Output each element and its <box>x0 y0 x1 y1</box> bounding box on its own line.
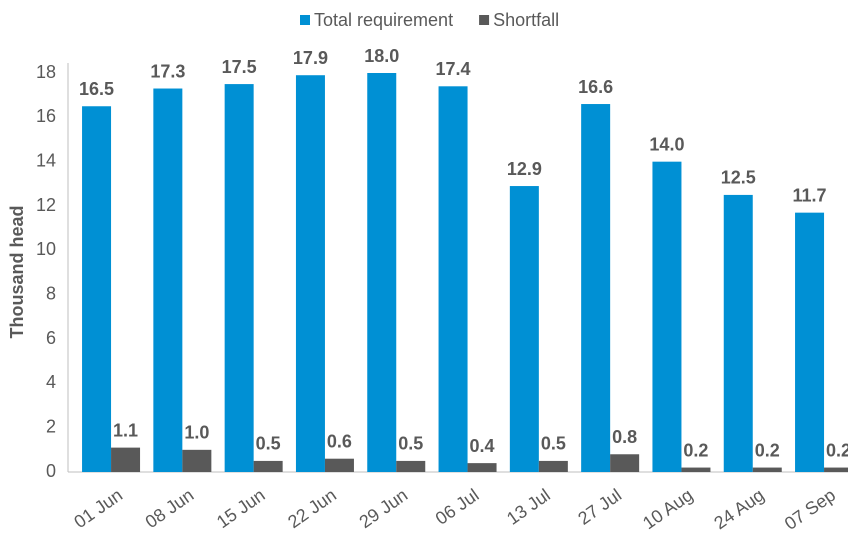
bar <box>253 460 283 472</box>
legend-swatch <box>479 15 490 25</box>
data-label: 1.0 <box>184 423 209 443</box>
data-label: 12.9 <box>507 159 542 179</box>
bar <box>610 454 640 472</box>
bar <box>509 186 539 473</box>
x-tick-label: 10 Aug <box>639 485 696 534</box>
bar <box>438 86 468 473</box>
x-tick-label: 08 Jun <box>142 485 198 532</box>
data-label: 0.2 <box>826 440 848 460</box>
x-tick-label: 22 Jun <box>284 485 340 532</box>
bar <box>538 460 568 472</box>
bar <box>795 212 825 472</box>
legend-label: Total requirement <box>314 10 453 30</box>
x-tick-label: 06 Jul <box>432 485 483 529</box>
y-tick-label: 12 <box>36 195 56 215</box>
data-label: 17.5 <box>222 57 257 77</box>
data-label: 17.3 <box>150 61 185 81</box>
y-tick-label: 4 <box>46 372 56 392</box>
data-label: 1.1 <box>113 420 138 440</box>
data-label: 0.8 <box>612 427 637 447</box>
data-label: 0.2 <box>683 440 708 460</box>
data-label: 17.9 <box>293 48 328 68</box>
bar <box>153 88 183 473</box>
data-label: 0.6 <box>327 431 352 451</box>
x-tick-label: 27 Jul <box>574 485 625 529</box>
y-tick-label: 18 <box>36 62 56 82</box>
data-label: 0.4 <box>470 436 495 456</box>
bar <box>82 106 112 472</box>
bar <box>324 458 354 472</box>
bar <box>681 467 711 472</box>
x-tick-label: 29 Jun <box>356 485 412 532</box>
y-tick-label: 14 <box>36 150 56 170</box>
legend-swatch <box>300 15 310 25</box>
bar <box>752 467 782 472</box>
data-label: 12.5 <box>721 168 756 188</box>
data-label: 14.0 <box>649 134 684 154</box>
y-tick-label: 8 <box>46 283 56 303</box>
data-label: 11.7 <box>793 185 827 205</box>
y-tick-label: 2 <box>46 416 56 436</box>
bar <box>111 447 141 472</box>
data-label: 18.0 <box>364 46 399 66</box>
data-label: 16.5 <box>79 79 114 99</box>
bar <box>824 467 848 472</box>
data-label: 0.2 <box>755 440 780 460</box>
bar <box>467 463 497 472</box>
y-axis-label: Thousand head <box>7 205 27 338</box>
data-label: 0.5 <box>541 434 566 454</box>
data-label: 0.5 <box>256 434 281 454</box>
bar <box>295 75 325 472</box>
x-tick-label: 24 Aug <box>710 485 767 534</box>
y-tick-label: 16 <box>36 106 56 126</box>
data-label: 0.5 <box>398 434 423 454</box>
x-tick-label: 01 Jun <box>70 485 126 532</box>
x-tick-label: 07 Sep <box>781 485 839 534</box>
legend-label: Shortfall <box>493 10 559 30</box>
bar <box>723 194 753 472</box>
data-label: 16.6 <box>578 77 613 97</box>
bar <box>396 460 426 472</box>
bar <box>224 84 254 472</box>
data-label: 17.4 <box>436 59 471 79</box>
y-tick-label: 10 <box>36 239 56 259</box>
y-tick-label: 6 <box>46 328 56 348</box>
x-tick-label: 13 Jul <box>503 485 554 529</box>
bar <box>182 449 212 472</box>
bar <box>367 73 397 472</box>
bar <box>581 104 611 473</box>
bar <box>652 161 682 472</box>
x-tick-label: 15 Jun <box>213 485 269 532</box>
y-tick-label: 0 <box>46 461 56 481</box>
